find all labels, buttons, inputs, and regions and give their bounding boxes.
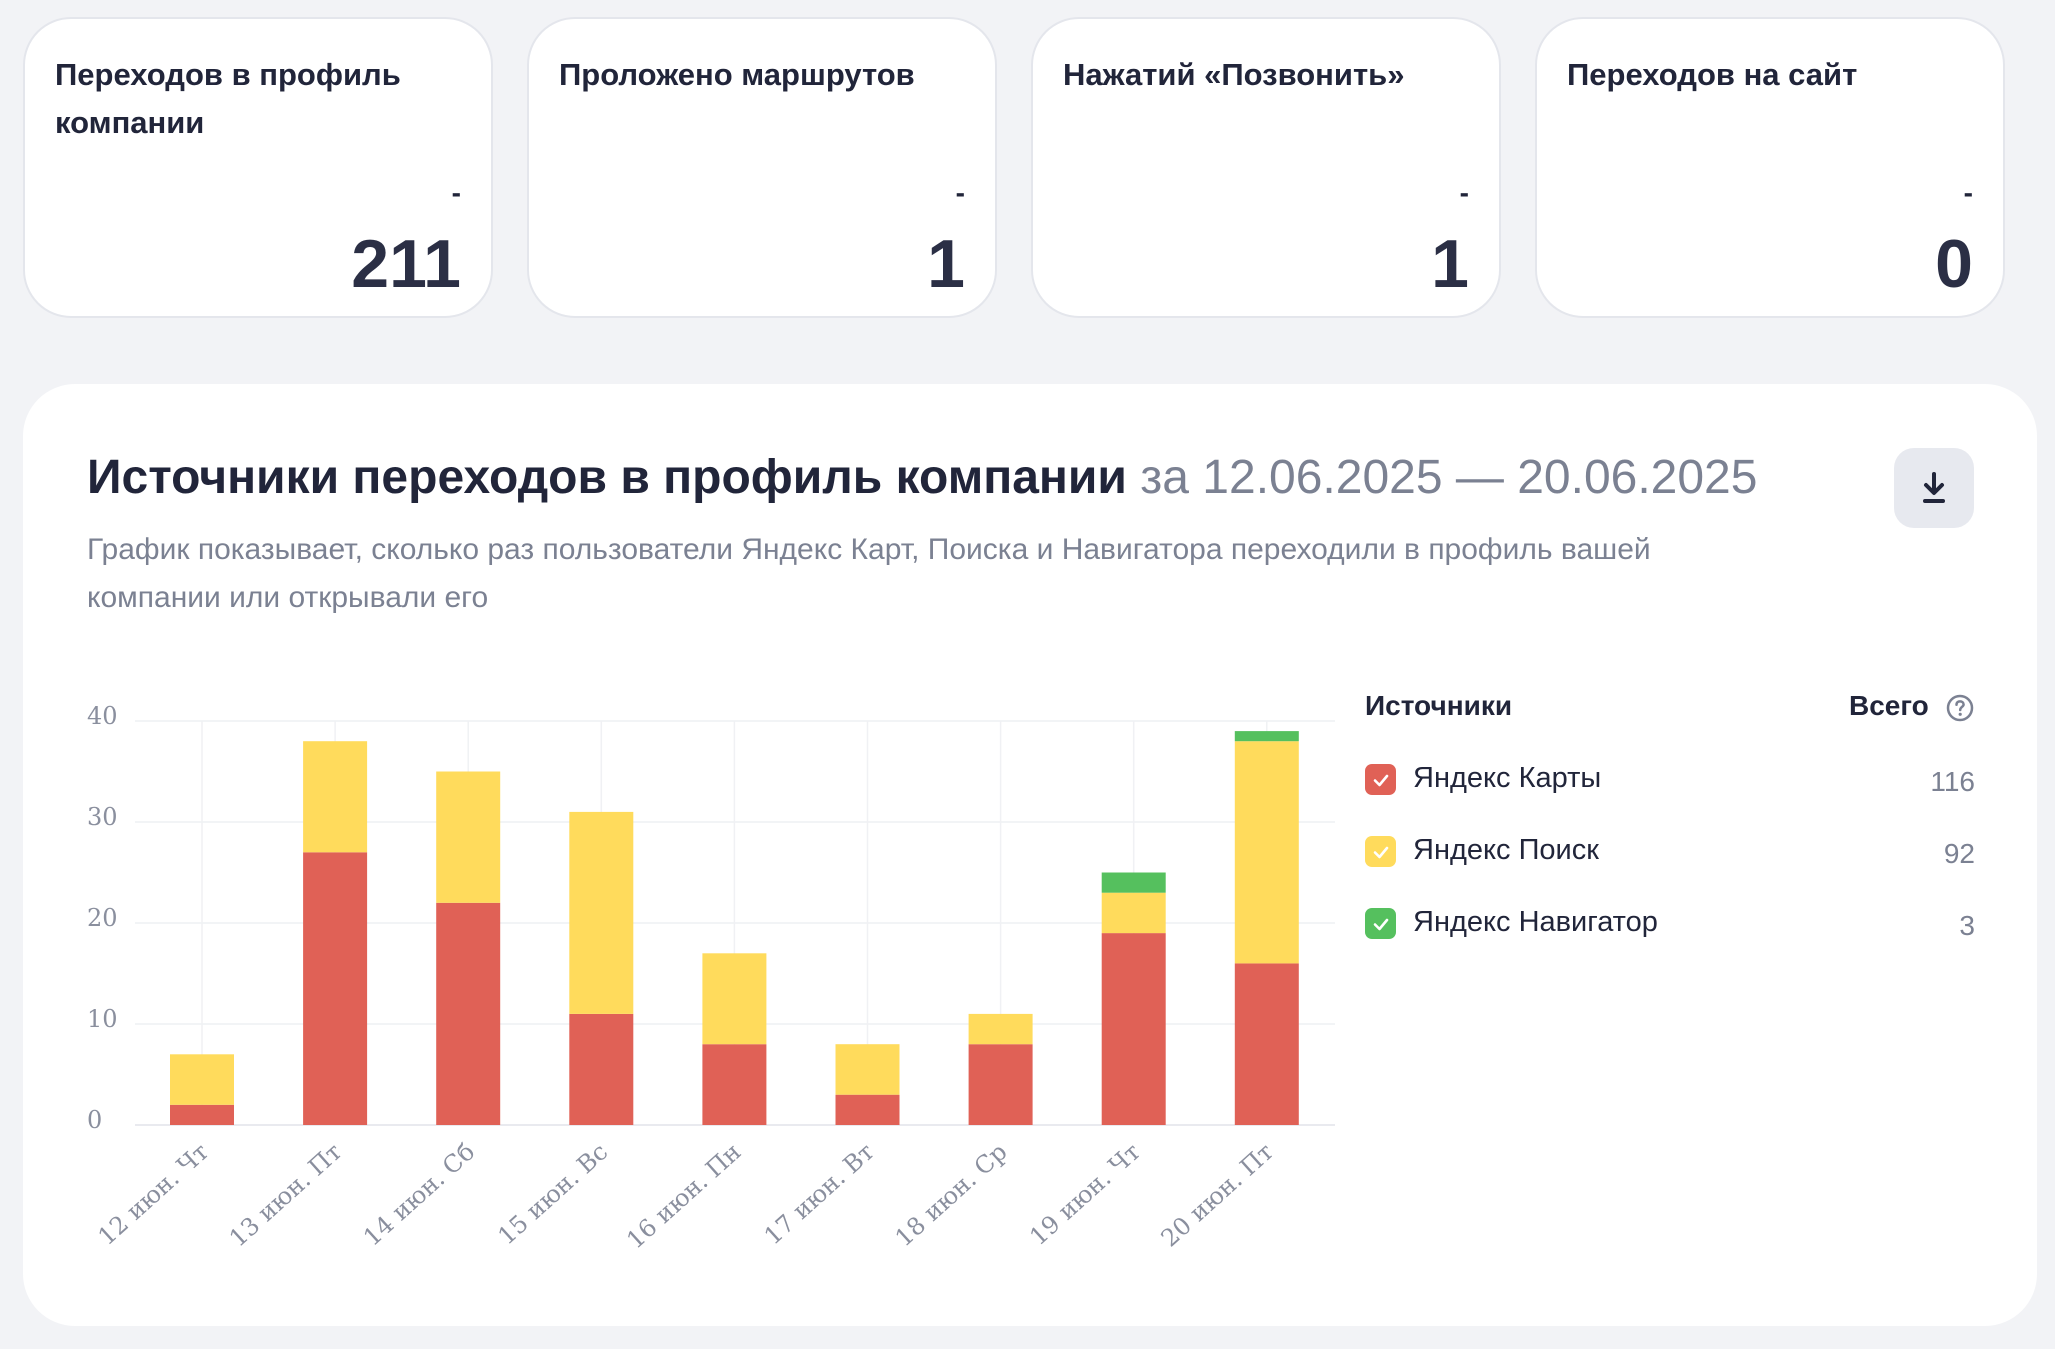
x-tick-label: 16 июн. Пн [621,1138,746,1255]
legend-checkbox-maps[interactable] [1365,764,1396,795]
x-tick-label: 19 июн. Чт [1024,1138,1145,1251]
download-button[interactable] [1894,448,1974,528]
kpi-card-profile-visits: Переходов в профиль компании - 211 [23,17,493,318]
legend-item-navigator[interactable]: Яндекс Навигатор 3 [1365,902,1975,946]
kpi-card-site-visits: Переходов на сайт - 0 [1535,17,2005,318]
bar-segment [968,1044,1033,1125]
check-icon [1373,774,1388,786]
panel-title: Источники переходов в профиль компании з… [87,450,1757,505]
legend-label: Яндекс Карты [1413,762,1602,794]
bar-segment [1101,872,1166,893]
y-tick-label: 10 [87,1005,118,1033]
bar-segment [1101,892,1166,934]
legend-header-total: Всего [1849,690,1929,721]
bar-segment [303,741,368,853]
x-tick-label: 15 июн. Вс [492,1138,613,1251]
kpi-delta: - [1459,177,1469,208]
kpi-value: 1 [927,226,965,302]
legend-total: 116 [1930,766,1975,797]
kpi-delta: - [1963,177,1973,208]
question-circle-icon[interactable] [1945,693,1975,723]
bar-segment [170,1054,234,1105]
x-tick-label: 20 июн. Пт [1156,1138,1279,1253]
kpi-delta: - [451,177,461,208]
bar-segment [1234,963,1299,1125]
bar-segment [569,811,634,1014]
panel-description: График показывает, сколько раз пользоват… [87,533,1651,614]
bar-segment [835,1094,900,1125]
panel-date-range: за 12.06.2025 — 20.06.2025 [1140,451,1758,504]
bar-segment [1234,741,1299,964]
y-tick-label: 0 [87,1106,102,1134]
legend-header-sources: Источники [1365,690,1513,721]
bar-segment [702,1044,767,1125]
y-tick-label: 30 [87,803,118,831]
bar-segment [1101,933,1166,1125]
kpi-title: Проложено маршрутов [559,57,915,92]
kpi-card-calls: Нажатий «Позвонить» - 1 [1031,17,1501,318]
check-icon [1373,846,1388,858]
y-tick-label: 40 [87,702,118,730]
bar-segment [436,771,501,903]
download-icon [1923,472,1945,503]
x-tick-label: 14 июн. Сб [358,1138,480,1252]
legend-total: 3 [1959,910,1975,941]
kpi-title: Нажатий «Позвонить» [1063,57,1405,92]
kpi-card-routes: Проложено маршрутов - 1 [527,17,997,318]
bar-segment [702,953,767,1045]
x-tick-label: 17 июн. Вт [759,1138,880,1251]
bar-segment [436,902,501,1125]
kpi-value: 1 [1431,226,1469,302]
legend-item-maps[interactable]: Яндекс Карты 116 [1365,758,1975,802]
legend-checkbox-search[interactable] [1365,836,1396,867]
legend-checkbox-navigator[interactable] [1365,908,1396,939]
bar-segment [170,1104,234,1125]
kpi-value: 0 [1935,226,1973,302]
bar-segment [569,1013,634,1125]
legend-total: 92 [1943,838,1975,869]
bar-segment [968,1013,1033,1045]
x-tick-label: 18 июн. Ср [890,1138,1013,1253]
sources-panel: Источники переходов в профиль компании з… [23,384,2037,1326]
legend-label: Яндекс Поиск [1413,834,1599,866]
bar-segment [1234,731,1299,742]
kpi-value: 211 [351,226,461,302]
bar-segment [303,852,368,1125]
bar-segment [835,1044,900,1095]
kpi-delta: - [955,177,965,208]
kpi-title: Переходов на сайт [1567,57,1858,92]
y-tick-label: 20 [87,904,118,932]
kpi-title: Переходов в профиль компании [55,57,401,140]
legend-label: Яндекс Навигатор [1413,906,1658,938]
x-tick-label: 12 июн. Чт [93,1138,214,1251]
panel-title-main: Источники переходов в профиль компании [87,451,1127,504]
check-icon [1373,918,1388,930]
x-tick-label: 13 июн. Пт [224,1138,347,1253]
legend-item-search[interactable]: Яндекс Поиск 92 [1365,830,1975,874]
